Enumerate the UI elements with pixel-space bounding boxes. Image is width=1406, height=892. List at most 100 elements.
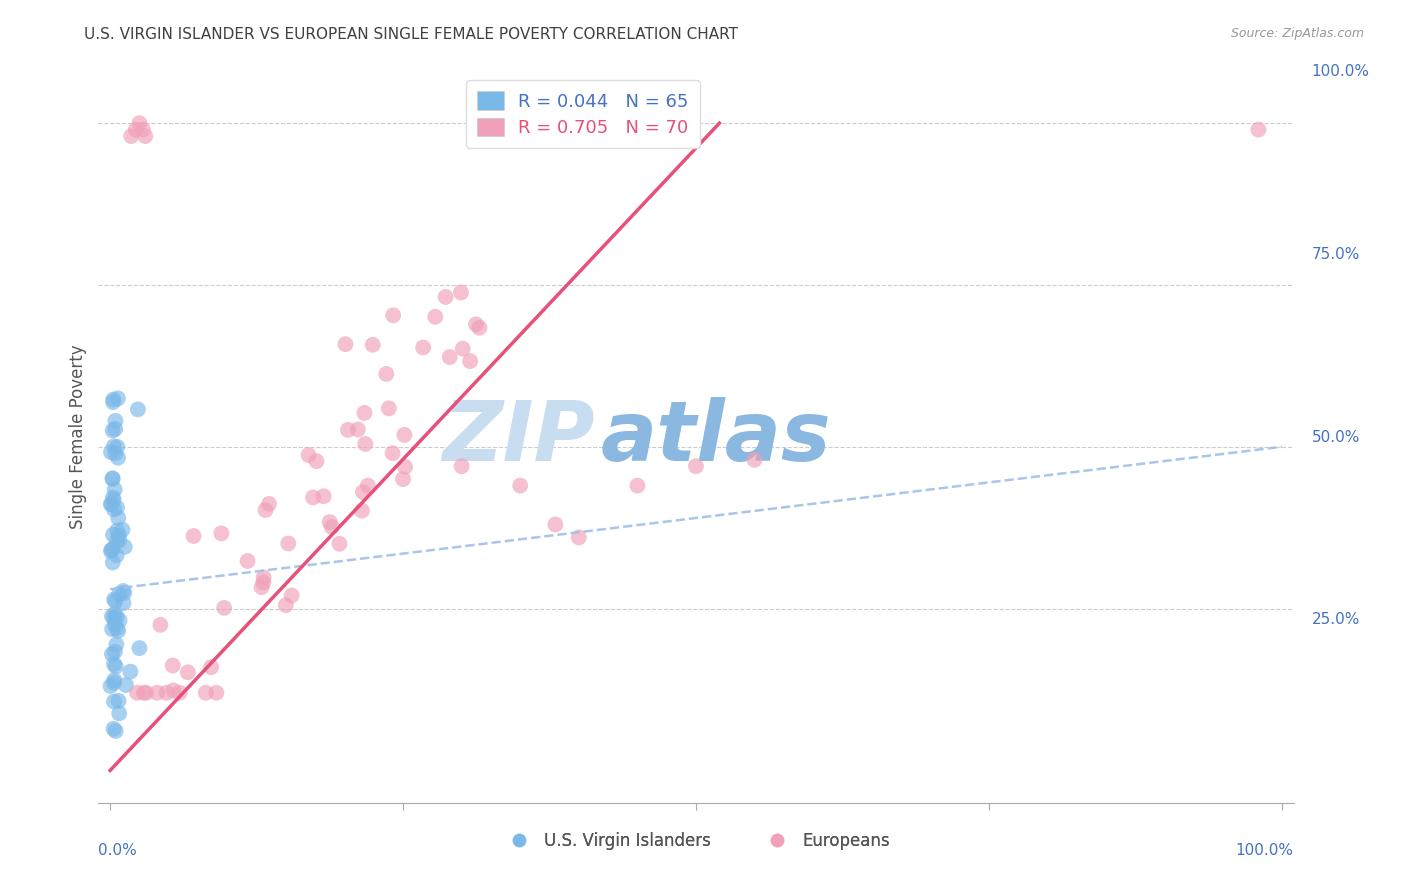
- Point: [104, 446, 127, 460]
- Point: [101, 527, 124, 541]
- Text: 75.0%: 75.0%: [1312, 247, 1360, 261]
- Point: [101, 471, 124, 485]
- Point: [132, 686, 155, 700]
- Point: [104, 414, 127, 428]
- Point: [392, 472, 415, 486]
- Text: 0.0%: 0.0%: [98, 843, 138, 858]
- Point: [1247, 122, 1270, 136]
- Point: [115, 678, 138, 692]
- Point: [135, 686, 157, 700]
- Point: [312, 489, 335, 503]
- Point: [127, 402, 149, 417]
- Point: [112, 596, 135, 610]
- Point: [107, 392, 129, 406]
- Point: [357, 478, 380, 492]
- Point: [104, 483, 127, 497]
- Point: [450, 459, 472, 474]
- Point: [321, 520, 343, 534]
- Point: [101, 609, 124, 624]
- Point: [114, 540, 136, 554]
- Point: [107, 450, 129, 465]
- Point: [381, 446, 404, 460]
- Point: [111, 523, 134, 537]
- Point: [361, 338, 384, 352]
- Text: Source: ZipAtlas.com: Source: ZipAtlas.com: [1230, 27, 1364, 40]
- Point: [100, 544, 122, 558]
- Point: [105, 621, 128, 635]
- Point: [209, 526, 232, 541]
- Point: [200, 660, 222, 674]
- Point: [257, 497, 280, 511]
- Point: [104, 607, 127, 621]
- Point: [104, 617, 127, 632]
- Text: atlas: atlas: [600, 397, 831, 477]
- Point: [101, 472, 124, 486]
- Point: [302, 491, 325, 505]
- Point: [297, 448, 319, 462]
- Point: [101, 424, 124, 438]
- Point: [103, 502, 125, 516]
- Point: [337, 423, 360, 437]
- Point: [450, 285, 472, 300]
- Point: [105, 549, 128, 563]
- Point: [107, 511, 129, 525]
- Point: [100, 498, 122, 512]
- Point: [378, 401, 401, 416]
- Point: [105, 524, 128, 538]
- Point: [205, 686, 228, 700]
- Point: [101, 541, 124, 556]
- Point: [105, 500, 128, 515]
- Point: [112, 586, 135, 600]
- Point: [101, 491, 124, 505]
- Point: [155, 686, 177, 700]
- Point: [335, 337, 357, 351]
- Point: [274, 599, 297, 613]
- Text: 25.0%: 25.0%: [1312, 613, 1360, 627]
- Point: [439, 350, 461, 364]
- Text: 100.0%: 100.0%: [1312, 64, 1369, 78]
- Point: [120, 129, 142, 144]
- Point: [169, 686, 191, 700]
- Point: [280, 589, 302, 603]
- Text: 50.0%: 50.0%: [1312, 430, 1360, 444]
- Point: [103, 439, 125, 453]
- Point: [105, 609, 128, 624]
- Point: [104, 645, 127, 659]
- Point: [212, 600, 235, 615]
- Point: [509, 478, 531, 492]
- Point: [277, 536, 299, 550]
- Point: [177, 665, 200, 680]
- Point: [744, 452, 766, 467]
- Point: [125, 122, 148, 136]
- Legend: U.S. Virgin Islanders, Europeans: U.S. Virgin Islanders, Europeans: [495, 825, 897, 856]
- Point: [104, 594, 127, 608]
- Point: [128, 116, 150, 130]
- Point: [458, 354, 481, 368]
- Point: [101, 647, 124, 661]
- Point: [252, 575, 274, 590]
- Point: [353, 406, 375, 420]
- Point: [100, 679, 122, 693]
- Point: [103, 392, 125, 407]
- Point: [103, 493, 125, 508]
- Point: [112, 584, 135, 599]
- Point: [105, 638, 128, 652]
- Point: [100, 543, 122, 558]
- Point: [350, 503, 373, 517]
- Point: [103, 673, 125, 687]
- Point: [254, 503, 277, 517]
- Point: [107, 694, 129, 708]
- Point: [100, 445, 122, 459]
- Point: [162, 658, 184, 673]
- Point: [468, 320, 491, 334]
- Point: [425, 310, 447, 324]
- Text: ZIP: ZIP: [441, 397, 595, 477]
- Point: [250, 580, 273, 594]
- Point: [319, 515, 342, 529]
- Point: [108, 706, 131, 721]
- Point: [183, 529, 205, 543]
- Point: [103, 722, 125, 736]
- Point: [434, 290, 457, 304]
- Point: [101, 395, 124, 409]
- Point: [127, 686, 149, 700]
